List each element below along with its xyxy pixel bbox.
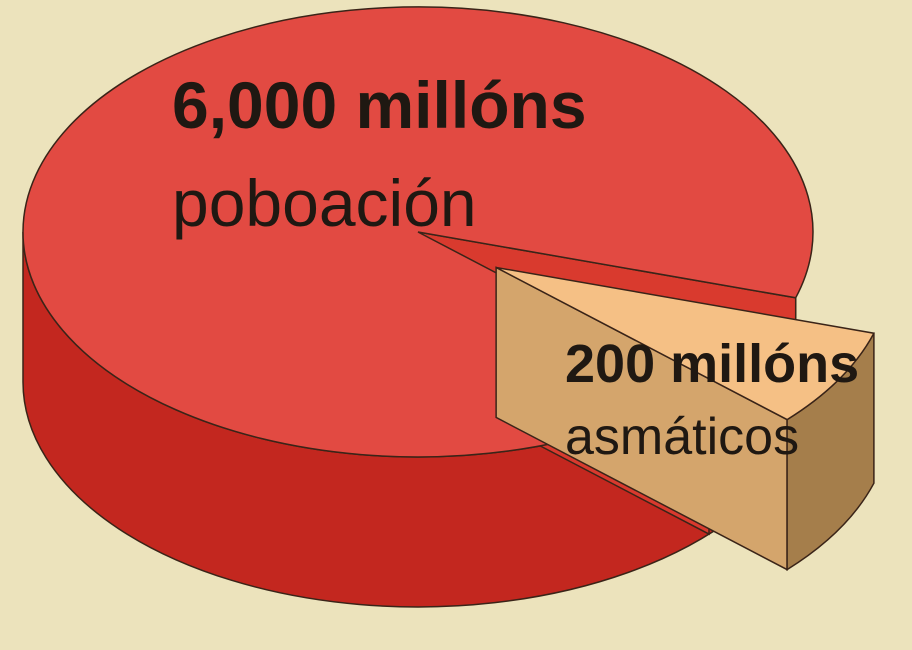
- slice-value-label-asmaticos: 200 millóns: [565, 334, 860, 394]
- slice-name-label-asmaticos: asmáticos: [565, 408, 800, 466]
- pie-slice-asmaticos: [495, 266, 876, 571]
- slice-value-label-poboacion: 6,000 millóns: [172, 68, 587, 142]
- slice-name-label-poboacion: poboación: [172, 166, 477, 240]
- pie-top-asmaticos: [495, 266, 876, 421]
